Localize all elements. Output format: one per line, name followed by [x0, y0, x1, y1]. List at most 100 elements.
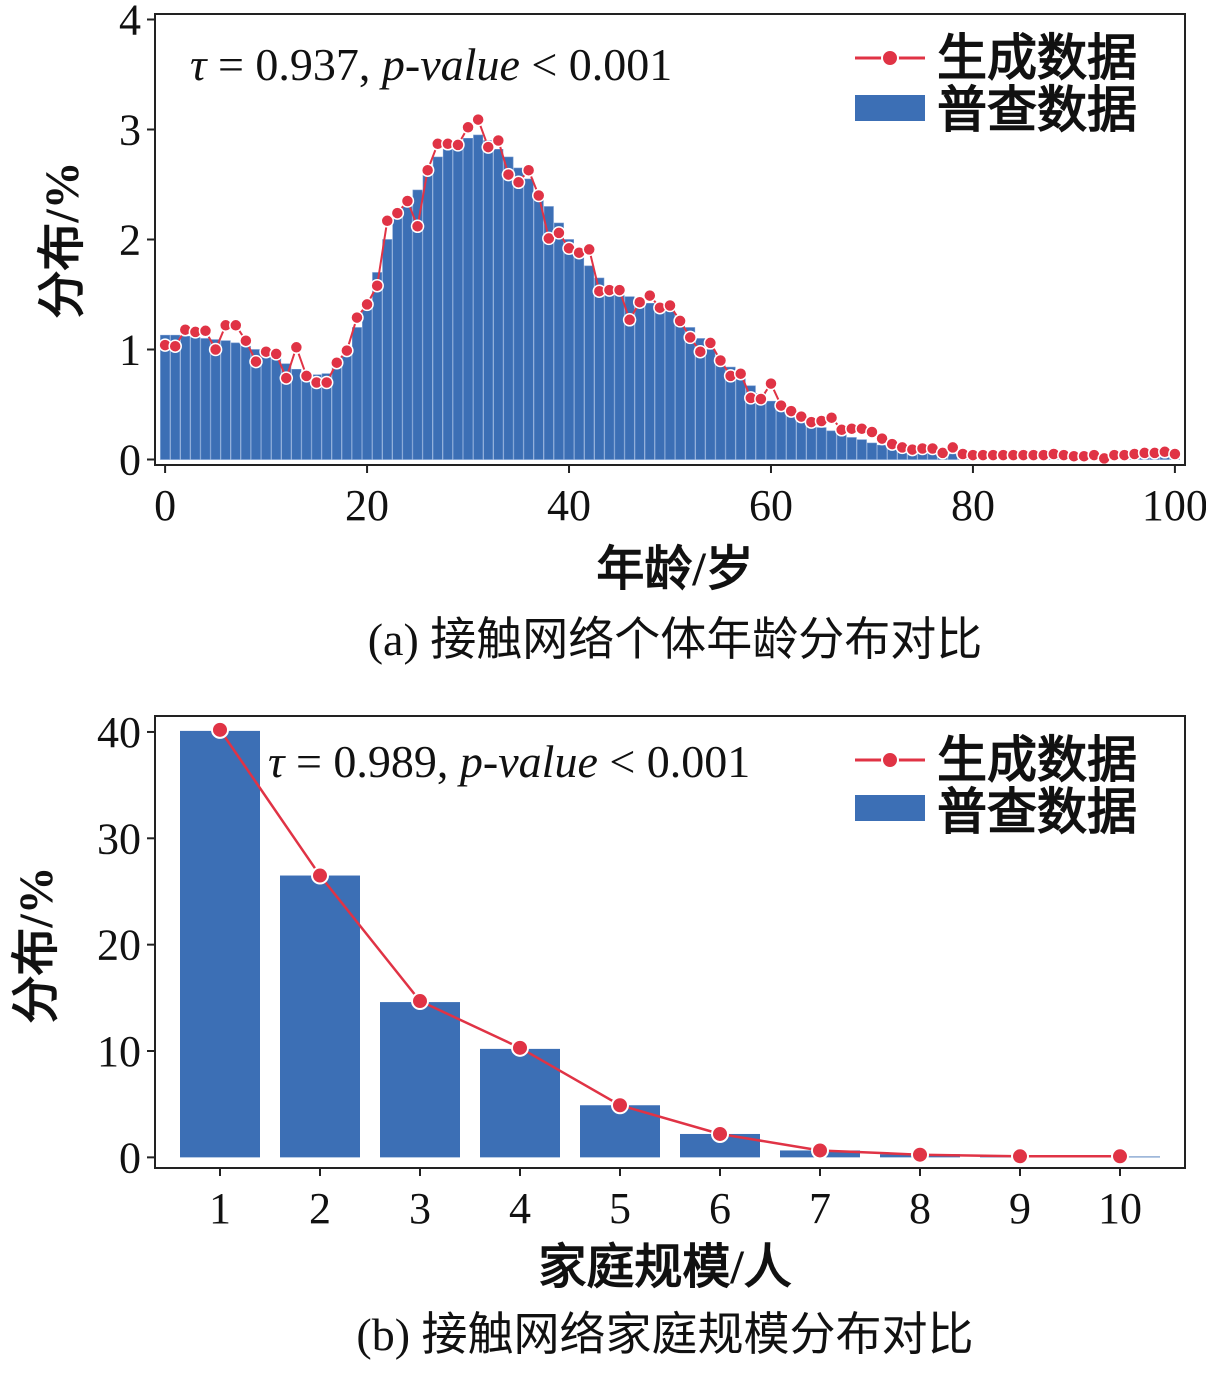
data-point [370, 278, 384, 293]
data-point [663, 298, 677, 313]
bar [523, 178, 534, 460]
x-tick-label: 4 [509, 1184, 531, 1233]
household-size-chart: 1 2 3 4 5 6 7 8 9 10 0 10 20 30 40 τ = 0.989, p-value… [10, 708, 1186, 1360]
x-ticks: 0 20 40 60 80 100 [154, 465, 1206, 530]
bar [665, 308, 675, 460]
x-tick-label: 2 [309, 1184, 331, 1233]
data-point [511, 175, 526, 190]
data-point [420, 163, 435, 177]
bar [725, 366, 736, 460]
data-point [340, 343, 354, 358]
bar [281, 363, 292, 460]
bar [160, 334, 171, 460]
bar [331, 365, 342, 460]
data-point [764, 376, 778, 391]
bar [170, 334, 181, 460]
x-tick-label: 6 [709, 1184, 731, 1233]
bar [533, 193, 544, 460]
data-point [794, 409, 809, 424]
y-tick-label: 3 [119, 106, 141, 155]
legend-bar-swatch [855, 95, 925, 121]
data-point [319, 375, 334, 390]
bar [352, 327, 362, 460]
bar [836, 433, 847, 460]
bar [251, 349, 261, 460]
bar [382, 239, 393, 460]
bar [654, 305, 665, 460]
x-tick-label: 100 [1142, 481, 1206, 530]
legend: 生成数据 普查数据 [855, 30, 1137, 138]
x-ticks: 1 2 3 4 5 6 7 8 9 10 [209, 1168, 1142, 1233]
x-tick-label: 40 [547, 481, 591, 530]
bar [230, 342, 241, 460]
data-point [552, 226, 566, 240]
y-ticks: 0 10 20 30 40 [97, 708, 155, 1182]
data-point [622, 313, 637, 327]
bar [392, 217, 403, 460]
generated-line [211, 720, 1129, 1166]
legend-bar-swatch [855, 795, 925, 821]
bar [826, 430, 837, 460]
bar [705, 349, 716, 460]
data-point [542, 231, 556, 246]
bar [695, 338, 706, 460]
bar [513, 167, 524, 460]
data-point [713, 353, 728, 368]
bar [680, 1133, 760, 1158]
bar [675, 316, 686, 460]
data-point [643, 288, 657, 303]
bar [480, 1048, 560, 1158]
bar [362, 299, 373, 460]
x-tick-label: 60 [749, 481, 793, 530]
data-point [1011, 1147, 1029, 1166]
data-point [411, 992, 429, 1011]
data-point [299, 369, 314, 383]
bar [856, 439, 867, 460]
bar [321, 373, 332, 460]
bar [503, 156, 514, 460]
bar [806, 423, 817, 460]
x-tick-label: 10 [1098, 1184, 1142, 1233]
bar [412, 189, 423, 460]
data-point [824, 410, 839, 425]
x-tick-label: 8 [909, 1184, 931, 1233]
y-axis-title: 分布/% [10, 866, 63, 1023]
data-point [703, 336, 718, 350]
y-tick-label: 1 [119, 326, 141, 375]
data-point [289, 340, 304, 355]
y-ticks: 0 1 2 3 4 [119, 0, 155, 485]
data-point [632, 295, 647, 309]
bar [685, 327, 696, 460]
x-axis-title: 年龄/岁 [596, 543, 753, 596]
data-point [531, 188, 546, 203]
bar [584, 265, 595, 460]
data-point [875, 431, 889, 446]
age-distribution-chart: 0 20 40 60 80 100 0 1 2 3 4 τ = 0.937, p-value < … [36, 0, 1206, 665]
data-point [582, 242, 596, 257]
data-point [774, 398, 788, 413]
bar [553, 222, 564, 460]
data-point [673, 314, 687, 328]
data-point [279, 371, 294, 385]
data-point [390, 206, 405, 220]
chart-caption: (a) 接触网络个体年龄分布对比 [368, 614, 983, 665]
bar [493, 149, 504, 460]
bar [442, 149, 453, 460]
data-point [733, 366, 748, 381]
x-tick-label: 1 [209, 1184, 231, 1233]
bar [473, 134, 484, 460]
data-point [491, 133, 506, 148]
data-point [380, 214, 394, 228]
bar [380, 1002, 460, 1158]
data-point [754, 392, 768, 406]
x-axis-title: 家庭规模/人 [538, 1241, 791, 1294]
bar [372, 272, 383, 460]
data-point [693, 344, 708, 359]
bar [220, 340, 231, 460]
data-point [198, 324, 213, 338]
bar [200, 338, 211, 460]
data-point [249, 354, 263, 369]
bar [271, 357, 282, 460]
data-point [208, 342, 223, 357]
bar [180, 730, 260, 1158]
